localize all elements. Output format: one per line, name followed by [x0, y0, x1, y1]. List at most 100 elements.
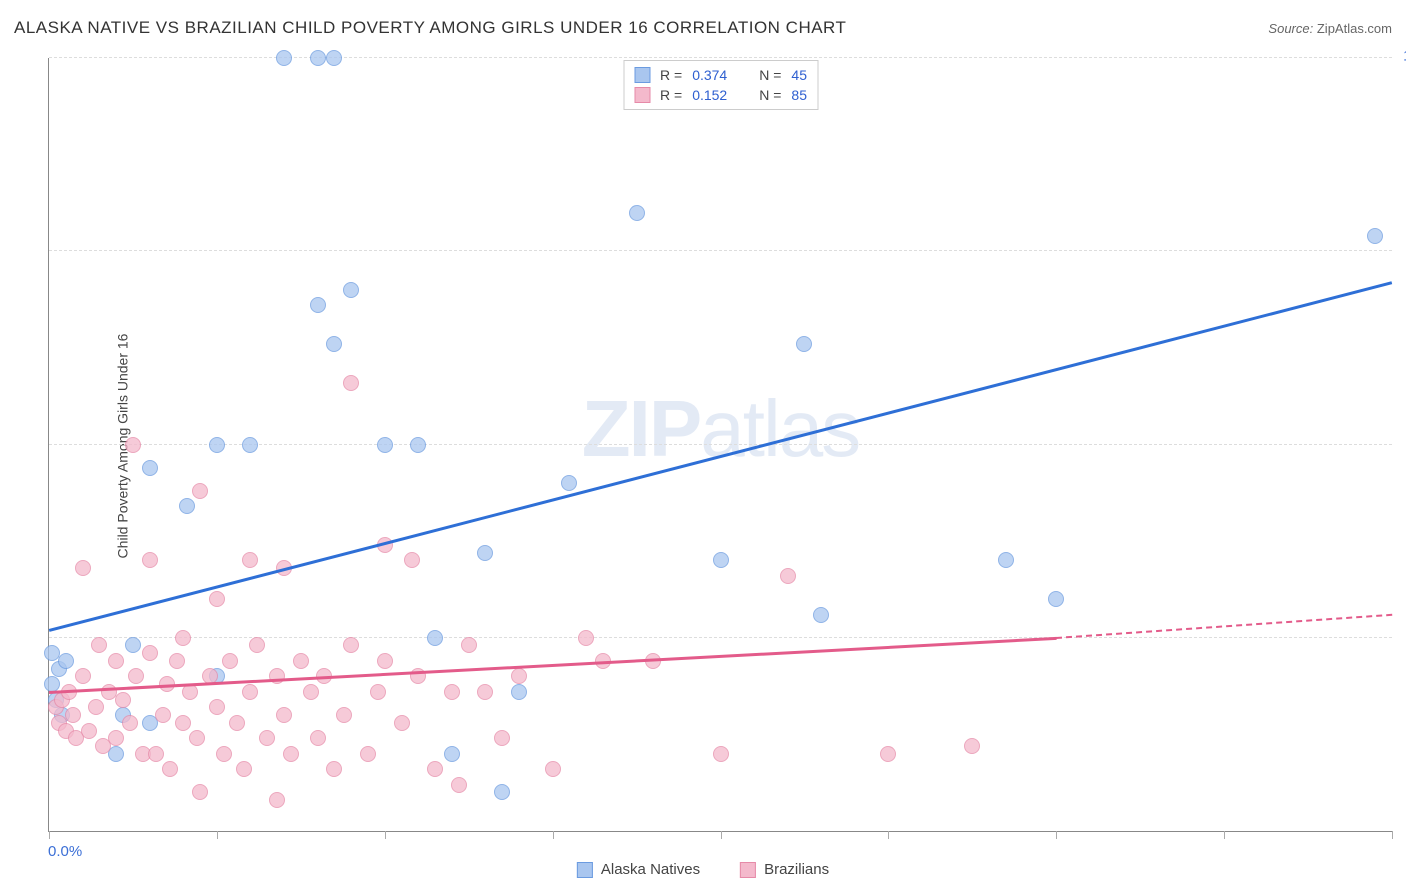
data-point: [125, 637, 141, 653]
data-point: [360, 746, 376, 762]
data-point: [169, 653, 185, 669]
data-point: [209, 699, 225, 715]
legend-swatch: [634, 87, 650, 103]
n-value: 45: [791, 67, 807, 83]
trend-line: [1056, 615, 1392, 638]
source-attribution: Source: ZipAtlas.com: [1268, 21, 1392, 36]
data-point: [58, 653, 74, 669]
data-point: [713, 746, 729, 762]
data-point: [629, 205, 645, 221]
data-point: [461, 637, 477, 653]
data-point: [444, 684, 460, 700]
watermark-zip: ZIP: [582, 384, 700, 473]
source-label: Source:: [1268, 21, 1313, 36]
data-point: [326, 336, 342, 352]
data-point: [236, 761, 252, 777]
legend-item: Brazilians: [740, 861, 829, 878]
data-point: [427, 630, 443, 646]
data-point: [336, 707, 352, 723]
data-point: [326, 761, 342, 777]
stats-row: R =0.152N =85: [634, 85, 807, 105]
data-point: [175, 630, 191, 646]
data-point: [175, 715, 191, 731]
data-point: [75, 560, 91, 576]
stats-row: R = 0.374 N = 45: [634, 65, 807, 85]
x-tick: [1392, 831, 1393, 839]
data-point: [269, 792, 285, 808]
legend-item: Alaska Natives: [577, 861, 700, 878]
data-point: [179, 498, 195, 514]
data-point: [293, 653, 309, 669]
x-tick: [1224, 831, 1225, 839]
data-point: [259, 730, 275, 746]
data-point: [125, 437, 141, 453]
data-point: [780, 568, 796, 584]
data-point: [1048, 591, 1064, 607]
data-point: [1367, 228, 1383, 244]
data-point: [209, 437, 225, 453]
data-point: [283, 746, 299, 762]
r-label: R =: [660, 67, 682, 83]
data-point: [269, 668, 285, 684]
data-point: [343, 375, 359, 391]
data-point: [477, 684, 493, 700]
data-point: [545, 761, 561, 777]
data-point: [88, 699, 104, 715]
data-point: [142, 460, 158, 476]
data-point: [427, 761, 443, 777]
data-point: [880, 746, 896, 762]
data-point: [108, 653, 124, 669]
data-point: [410, 437, 426, 453]
x-tick: [385, 831, 386, 839]
plot-region: ZIPatlas R =0.374N =45R =0.152N =85 25.0…: [48, 58, 1392, 832]
data-point: [310, 50, 326, 66]
data-point: [511, 668, 527, 684]
data-point: [222, 653, 238, 669]
legend-label: Brazilians: [764, 861, 829, 878]
data-point: [115, 692, 131, 708]
r-label: R =: [660, 87, 682, 103]
legend-swatch: [577, 862, 593, 878]
stats-legend: R = 0.374 N = 45 R =0.152N =85: [623, 60, 818, 110]
data-point: [276, 707, 292, 723]
x-tick: [217, 831, 218, 839]
data-point: [192, 483, 208, 499]
data-point: [189, 730, 205, 746]
trend-line: [49, 638, 1056, 692]
data-point: [713, 552, 729, 568]
watermark-atlas: atlas: [700, 384, 859, 473]
data-point: [494, 730, 510, 746]
gridline: [49, 637, 1392, 638]
data-point: [122, 715, 138, 731]
data-point: [310, 730, 326, 746]
data-point: [370, 684, 386, 700]
data-point: [343, 282, 359, 298]
data-point: [81, 723, 97, 739]
data-point: [310, 297, 326, 313]
data-point: [162, 761, 178, 777]
data-point: [377, 653, 393, 669]
legend-swatch: [634, 67, 650, 83]
data-point: [511, 684, 527, 700]
data-point: [91, 637, 107, 653]
x-tick: [553, 831, 554, 839]
n-label: N =: [759, 67, 781, 83]
data-point: [964, 738, 980, 754]
data-point: [404, 552, 420, 568]
data-point: [75, 668, 91, 684]
data-point: [813, 607, 829, 623]
n-value: 85: [791, 87, 807, 103]
data-point: [377, 437, 393, 453]
series-legend: Alaska Natives Brazilians: [577, 861, 829, 878]
data-point: [477, 545, 493, 561]
x-tick: [721, 831, 722, 839]
r-value: 0.374: [692, 67, 727, 83]
legend-swatch: [740, 862, 756, 878]
x-tick: [1056, 831, 1057, 839]
chart-title: ALASKA NATIVE VS BRAZILIAN CHILD POVERTY…: [14, 18, 846, 38]
source-name: ZipAtlas.com: [1317, 21, 1392, 36]
data-point: [142, 645, 158, 661]
data-point: [192, 784, 208, 800]
data-point: [451, 777, 467, 793]
data-point: [242, 552, 258, 568]
